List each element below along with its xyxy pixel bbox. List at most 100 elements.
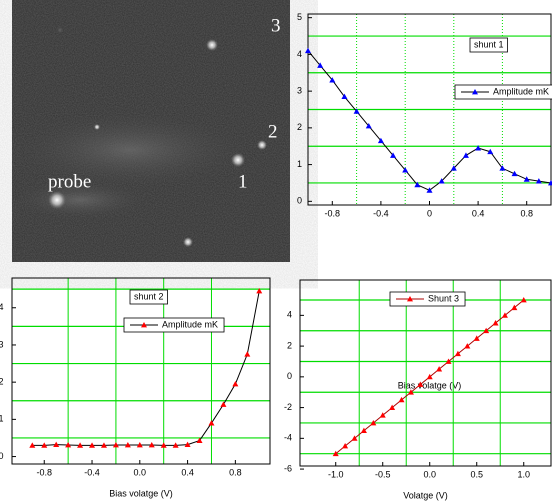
legend-marker	[472, 89, 478, 95]
annotation-box	[129, 289, 168, 305]
data-point	[450, 165, 457, 171]
x-tick-label: 0.8	[229, 467, 242, 477]
legend-box	[454, 84, 552, 100]
legend-marker	[141, 322, 147, 328]
x-tick-label: 0.4	[472, 208, 485, 218]
y-tick-label: 4	[297, 49, 302, 59]
x-tick-label: 0.0	[134, 467, 147, 477]
x-tick-label: -1.0	[328, 469, 344, 479]
series-line	[307, 50, 552, 191]
image-label: 3	[271, 15, 281, 36]
data-point	[407, 389, 414, 395]
data-point	[426, 187, 433, 193]
y-tick-label: 1	[297, 159, 302, 169]
legend-marker	[407, 296, 413, 302]
data-point	[487, 148, 494, 155]
data-point	[499, 165, 506, 171]
data-point	[305, 47, 311, 54]
x-tick-label: -0.8	[325, 208, 341, 218]
annotation-box	[469, 37, 508, 53]
image-label: 2	[268, 121, 278, 142]
image-label: probe	[48, 171, 91, 192]
data-point	[417, 381, 424, 387]
x-tick-label: 0.0	[423, 469, 436, 479]
micrograph: probe 1 2 3	[10, 0, 290, 262]
data-point	[436, 366, 443, 372]
y-tick-label: -6	[284, 463, 292, 473]
y-tick-label: 4	[0, 302, 4, 312]
x-tick-label: 0	[427, 208, 432, 218]
data-point	[172, 442, 179, 448]
data-point	[65, 442, 72, 448]
data-point	[379, 412, 386, 418]
x-axis-label: Bias volatge (V)	[398, 380, 462, 390]
data-point	[196, 437, 203, 443]
data-point	[77, 442, 84, 448]
x-tick-label: 1.0	[517, 469, 530, 479]
y-tick-label: 2	[287, 340, 292, 350]
data-point	[89, 442, 96, 448]
plot-frame	[11, 277, 271, 465]
data-point	[464, 343, 471, 349]
annotation: shunt 2	[129, 289, 168, 305]
data-point	[160, 442, 167, 448]
data-point	[548, 179, 552, 186]
plot: -0.8 -0.4 0 0.4 0.8 0 1 2 3 4 5 Bias volatge (V) Amp…	[297, 12, 552, 390]
data-point	[438, 178, 445, 184]
data-point	[353, 108, 360, 114]
data-point	[414, 181, 421, 188]
y-tick-label: 4	[287, 310, 292, 320]
data-point	[112, 442, 119, 448]
data-point	[208, 420, 215, 426]
data-point	[462, 152, 469, 158]
image-label: 1	[238, 171, 248, 192]
data-point	[377, 137, 384, 144]
data-point	[389, 404, 396, 410]
x-tick-label: 0.4	[181, 467, 194, 477]
data-point	[492, 320, 499, 326]
x-tick-label: 0.8	[520, 208, 533, 218]
data-point	[351, 435, 358, 441]
plot-frame	[299, 279, 552, 467]
annotation-text: shunt 1	[474, 39, 504, 49]
x-axis-label: Volatge (V)	[403, 490, 448, 500]
x-axis-label: Bias volatge (V)	[109, 488, 173, 498]
y-tick-label: 0	[0, 451, 4, 461]
legend: Shunt 3	[389, 291, 466, 307]
data-point	[53, 441, 60, 448]
x-tick-label: -0.5	[375, 469, 391, 479]
legend-label: Shunt 3	[428, 293, 459, 303]
y-tick-label: 0	[297, 196, 302, 206]
data-point	[501, 312, 508, 318]
data-point	[402, 167, 409, 173]
y-tick-label: 2	[297, 122, 302, 132]
data-point	[317, 62, 324, 68]
data-point	[360, 427, 367, 434]
data-point	[29, 442, 36, 448]
legend-box	[123, 317, 225, 333]
y-tick-label: 3	[0, 339, 4, 349]
data-point	[370, 419, 377, 426]
data-point	[256, 288, 263, 294]
data-point	[220, 401, 227, 407]
data-point	[341, 93, 348, 100]
plot: -1.0 -0.5 0.0 0.5 1.0 -6 -4 -2 0 2 4 Volatge (V) Shu…	[284, 279, 552, 500]
data-point	[365, 123, 372, 129]
data-point	[41, 442, 48, 448]
y-tick-label: 3	[297, 86, 302, 96]
annotation-text: shunt 2	[134, 291, 164, 301]
data-point	[136, 442, 143, 448]
x-tick-label: -0.4	[84, 467, 100, 477]
data-point	[473, 335, 480, 341]
legend: Amplitude mK	[123, 317, 225, 333]
data-point	[332, 450, 339, 457]
series-line	[32, 290, 260, 446]
y-tick-label: 5	[297, 12, 302, 22]
y-tick-label: -4	[284, 433, 292, 443]
legend-label: Amplitude mK	[493, 86, 549, 96]
y-tick-label: 0	[287, 371, 292, 381]
data-point	[124, 442, 131, 448]
data-point	[483, 327, 490, 334]
data-point	[475, 145, 482, 151]
